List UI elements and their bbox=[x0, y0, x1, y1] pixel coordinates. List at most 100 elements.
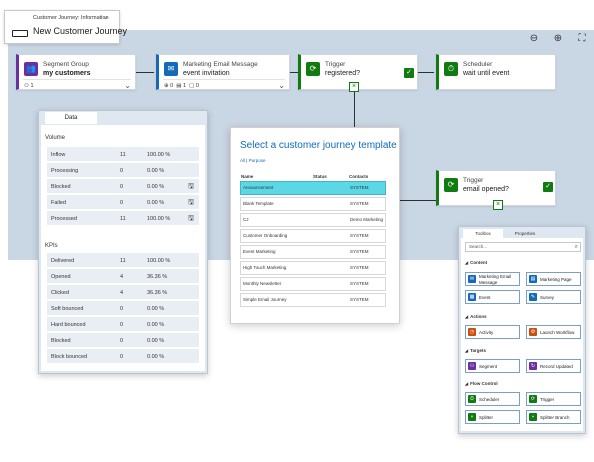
record-icon: ↻ bbox=[529, 362, 537, 370]
close-icon[interactable]: × bbox=[493, 200, 503, 210]
tool-splitter[interactable]: ⑂ Splitter bbox=[465, 410, 520, 424]
tool-marketing-email[interactable]: ✉ Marketing Email Message bbox=[465, 272, 520, 286]
tile-divider bbox=[163, 79, 285, 80]
template-row[interactable]: Customer Onboarding SYSTEM bbox=[240, 229, 386, 243]
tool-scheduler[interactable]: ⏱ Scheduler bbox=[465, 392, 520, 406]
dialog-title: Select a customer journey template bbox=[240, 140, 397, 151]
breadcrumb: Customer Journey: Information bbox=[33, 15, 109, 21]
data-panel: Data Volume Inflow 11 100.00 % Processing 0… bbox=[38, 110, 208, 374]
scheduler-tile[interactable]: ⏱ Scheduler wait until event bbox=[436, 54, 556, 90]
zoom-out-icon[interactable]: ⊖ bbox=[529, 33, 539, 44]
splitter-branch-icon: ⑃ bbox=[529, 413, 537, 421]
data-panel-body: Volume Inflow 11 100.00 % Processing 0 0.00 … bbox=[41, 125, 205, 371]
tab-toolbox[interactable]: Toolbox bbox=[463, 229, 503, 238]
page-icon: ▢ bbox=[187, 83, 196, 89]
toolbox-panel: Toolbox Properties Search... ⌕ ◢ Content … bbox=[458, 226, 586, 434]
table-row: Opened 4 36.36 % bbox=[47, 269, 199, 284]
tile-value: registered? bbox=[325, 70, 361, 77]
save-icon[interactable]: 🖫 bbox=[188, 199, 194, 206]
chevron-down-icon[interactable]: ⌄ bbox=[124, 81, 131, 90]
category-flow-control[interactable]: ◢ Flow Control bbox=[465, 381, 498, 386]
email-icon: ✉ bbox=[164, 62, 178, 76]
connector-line bbox=[290, 72, 298, 73]
segment-group-tile[interactable]: 👥 Segment Group my customers ⚇ 1 ⌄ bbox=[16, 54, 136, 90]
segment-icon: ⚇ bbox=[468, 362, 476, 370]
check-icon[interactable]: ✓ bbox=[543, 182, 553, 192]
tool-trigger[interactable]: ⟳ Trigger bbox=[526, 392, 581, 406]
category-actions[interactable]: ◢ Actions bbox=[465, 314, 487, 319]
scheduler-icon: ⏱ bbox=[444, 62, 458, 76]
filter-separator: | bbox=[246, 158, 248, 163]
template-row[interactable]: Simple Email Journey SYSTEM bbox=[240, 293, 386, 307]
survey-icon: ✎ bbox=[529, 293, 537, 301]
search-input[interactable]: Search... ⌕ bbox=[465, 242, 581, 252]
table-row: Clicked 4 36.36 % bbox=[47, 285, 199, 300]
scheduler-icon: ⏱ bbox=[468, 395, 476, 403]
tool-record-updated[interactable]: ↻ Record Updated bbox=[526, 359, 581, 373]
template-dialog: Select a customer journey template All |… bbox=[230, 127, 400, 324]
tool-launch-workflow[interactable]: ⚙ Launch Workflow bbox=[526, 325, 581, 339]
template-row[interactable]: Announcement SYSTEM bbox=[240, 181, 386, 195]
close-icon[interactable]: × bbox=[349, 82, 359, 92]
tile-type: Segment Group bbox=[43, 61, 89, 68]
search-icon[interactable]: ⌕ bbox=[574, 244, 578, 250]
globe-icon: ⊕ bbox=[164, 83, 171, 89]
fit-to-screen-icon[interactable]: ⛶ bbox=[578, 33, 586, 44]
tool-event[interactable]: ▦ Event bbox=[465, 290, 520, 304]
segment-icon: 👥 bbox=[24, 62, 38, 76]
table-row: Failed 0 0.00 % 🖫 bbox=[47, 195, 199, 210]
template-row[interactable]: High Touch Marketing SYSTEM bbox=[240, 261, 386, 275]
save-icon[interactable]: 🖫 bbox=[188, 215, 194, 222]
save-icon[interactable]: 🖫 bbox=[188, 183, 194, 190]
category-targets[interactable]: ◢ Targets bbox=[465, 348, 486, 353]
template-row[interactable]: Event Marketing SYSTEM bbox=[240, 245, 386, 259]
chevron-down-icon[interactable]: ⌄ bbox=[103, 14, 109, 21]
filter-all[interactable]: All bbox=[240, 158, 246, 163]
check-icon[interactable]: ✓ bbox=[404, 68, 414, 78]
table-row: Blocked 0 0.00 % bbox=[47, 333, 199, 348]
category-content[interactable]: ◢ Content bbox=[465, 260, 488, 265]
connector-line bbox=[136, 72, 154, 73]
marketing-email-tile[interactable]: ✉ Marketing Email Message event invitati… bbox=[156, 54, 290, 90]
tool-survey[interactable]: ✎ Survey bbox=[526, 290, 581, 304]
column-header-name[interactable]: Name bbox=[241, 174, 254, 179]
tile-type: Trigger bbox=[463, 177, 484, 184]
zoom-in-icon[interactable]: ⊕ bbox=[553, 33, 563, 44]
template-row[interactable]: Monthly Newsletter SYSTEM bbox=[240, 277, 386, 291]
tile-type: Marketing Email Message bbox=[183, 61, 258, 68]
connector-line bbox=[418, 72, 434, 73]
contacts-icon: ⚇ bbox=[24, 83, 31, 89]
activity-icon: ◷ bbox=[468, 328, 476, 336]
tool-activity[interactable]: ◷ Activity bbox=[465, 325, 520, 339]
table-row: Delivered 11 100.00 % bbox=[47, 253, 199, 268]
tile-type: Scheduler bbox=[463, 61, 493, 68]
event-icon: ▦ bbox=[468, 293, 476, 301]
calendar-icon: ▤ bbox=[174, 83, 183, 89]
tile-value: wait until event bbox=[463, 70, 510, 77]
tool-splitter-branch[interactable]: ⑃ Splitter Branch bbox=[526, 410, 581, 424]
column-header-contacts[interactable]: Contacts bbox=[349, 174, 369, 179]
tab-data[interactable]: Data bbox=[45, 112, 97, 124]
column-header-status[interactable]: Status bbox=[313, 174, 327, 179]
table-row: Blocked 0 0.00 % 🖫 bbox=[47, 179, 199, 194]
trigger-tile[interactable]: ⟳ Trigger registered? bbox=[298, 54, 418, 90]
trigger-icon: ⟳ bbox=[306, 62, 320, 76]
canvas-toolbar: ⊖ ⊕ ⛶ bbox=[526, 32, 590, 46]
tab-properties[interactable]: Properties bbox=[514, 231, 536, 236]
tool-marketing-page[interactable]: ▤ Marketing Page bbox=[526, 272, 581, 286]
trigger-icon: ⟳ bbox=[529, 395, 537, 403]
toolbox-body: Search... ⌕ ◢ Content ✉ Marketing Email Me… bbox=[461, 238, 583, 431]
filter-purpose[interactable]: Purpose bbox=[248, 158, 266, 163]
template-row[interactable]: Blank Template SYSTEM bbox=[240, 197, 386, 211]
table-row: Soft bounced 0 0.00 % bbox=[47, 301, 199, 316]
tile-divider bbox=[23, 79, 131, 80]
chevron-down-icon[interactable]: ⌄ bbox=[278, 81, 285, 90]
tool-segment[interactable]: ⚇ Segment bbox=[465, 359, 520, 373]
journey-icon bbox=[12, 30, 28, 37]
journey-title-card[interactable]: Customer Journey: Information ⌄ New Cust… bbox=[4, 10, 127, 44]
table-row: Hard bounced 0 0.00 % bbox=[47, 317, 199, 332]
template-row[interactable]: CJ Demo Marketing bbox=[240, 213, 386, 227]
tile-value: email opened? bbox=[463, 186, 509, 193]
table-row: Block bounced 0 0.00 % bbox=[47, 349, 199, 364]
trigger-icon: ⟳ bbox=[444, 178, 458, 192]
